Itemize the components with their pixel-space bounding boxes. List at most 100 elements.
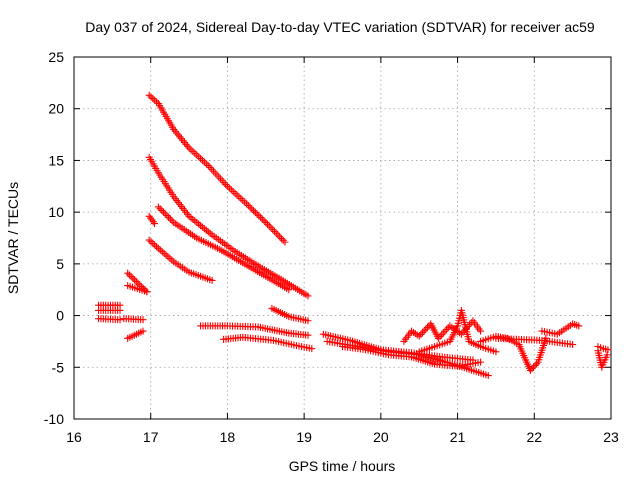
data-point — [422, 325, 430, 333]
series-arc-3 — [95, 315, 124, 324]
y-tick-label: -10 — [44, 411, 64, 427]
data-point — [153, 98, 161, 106]
data-point — [154, 203, 162, 211]
data-point — [166, 215, 174, 223]
x-axis-tick-labels: 16 17 18 19 20 21 22 23 — [66, 429, 619, 445]
data-point — [271, 227, 279, 235]
data-point — [477, 358, 485, 366]
data-point — [168, 217, 176, 225]
series-arc-12 — [145, 236, 216, 284]
data-point — [285, 286, 293, 294]
x-tick-label: 21 — [450, 429, 466, 445]
data-point — [417, 330, 425, 338]
data-point — [443, 325, 451, 333]
data-point — [139, 327, 147, 335]
data-point — [276, 233, 284, 241]
data-point — [129, 274, 137, 282]
series-arc-20 — [415, 306, 500, 356]
data-point — [257, 213, 265, 221]
series-arc-9 — [145, 153, 312, 300]
series-arc-15 — [268, 304, 312, 325]
data-point — [176, 133, 184, 141]
data-point — [277, 235, 285, 243]
data-point — [434, 334, 442, 342]
data-point — [269, 226, 277, 234]
data-point — [477, 327, 485, 335]
data-point — [177, 135, 185, 143]
data-point — [220, 179, 228, 187]
data-point — [222, 180, 230, 188]
data-point — [179, 137, 187, 145]
y-tick-label: 25 — [48, 49, 64, 65]
data-point — [124, 269, 132, 277]
data-point — [419, 329, 427, 337]
data-point — [163, 212, 171, 220]
data-point — [575, 322, 583, 330]
data-point — [145, 236, 153, 244]
chart-title: Day 037 of 2024, Sidereal Day-to-day VTE… — [85, 19, 595, 35]
data-point — [206, 163, 214, 171]
series-arc-18 — [339, 343, 485, 370]
data-point — [184, 142, 192, 150]
y-axis-label: SDTVAR / TECUs — [5, 182, 21, 294]
series-arc-23 — [538, 320, 583, 338]
y-tick-label: 20 — [48, 101, 64, 117]
x-axis-label: GPS time / hours — [289, 458, 396, 474]
y-tick-label: 15 — [48, 152, 64, 168]
x-tick-label: 22 — [526, 429, 542, 445]
data-point — [265, 222, 273, 230]
data-point — [604, 346, 612, 354]
data-point — [304, 331, 312, 339]
data-point — [180, 138, 188, 146]
y-axis-tick-labels: -10 -5 0 5 10 15 20 25 — [44, 49, 64, 427]
y-tick-label: 0 — [56, 308, 64, 324]
data-point — [304, 317, 312, 325]
data-point — [153, 243, 161, 251]
y-tick-label: 10 — [48, 204, 64, 220]
series-arc-17 — [323, 337, 492, 380]
data-point — [149, 95, 157, 103]
data-point — [603, 351, 611, 359]
data-point — [151, 220, 159, 228]
data-point — [209, 167, 217, 175]
data-point — [134, 279, 142, 287]
data-point — [213, 171, 221, 179]
data-point — [244, 202, 252, 210]
data-point — [151, 96, 159, 104]
series-arc-2 — [95, 306, 124, 314]
x-tick-label: 17 — [143, 429, 159, 445]
data-point — [182, 140, 190, 148]
data-point — [420, 327, 428, 335]
x-tick-label: 16 — [66, 429, 82, 445]
y-tick-label: 5 — [56, 256, 64, 272]
series-arc-8 — [145, 91, 289, 246]
data-point — [149, 239, 157, 247]
data-point — [528, 365, 536, 373]
data-point — [173, 129, 181, 137]
data-point — [147, 238, 155, 246]
data-point — [264, 220, 272, 228]
data-point — [156, 205, 164, 213]
data-point — [436, 333, 444, 341]
series-arc-5 — [124, 327, 147, 342]
data-point — [161, 210, 169, 218]
data-point — [211, 169, 219, 177]
data-point — [260, 217, 268, 225]
data-point — [147, 93, 155, 101]
data-point — [439, 329, 447, 337]
data-point — [530, 363, 538, 371]
data-point — [243, 200, 251, 208]
data-point — [531, 361, 539, 369]
data-point — [272, 229, 280, 237]
series-arc-22 — [492, 334, 577, 349]
axis-ticks — [73, 56, 612, 420]
x-tick-label: 20 — [373, 429, 389, 445]
data-point — [165, 213, 173, 221]
series-arc-1 — [95, 301, 124, 309]
data-point — [174, 131, 182, 139]
data-point — [267, 224, 275, 232]
data-point — [253, 210, 261, 218]
data-point — [143, 288, 151, 296]
data-point — [484, 372, 492, 380]
